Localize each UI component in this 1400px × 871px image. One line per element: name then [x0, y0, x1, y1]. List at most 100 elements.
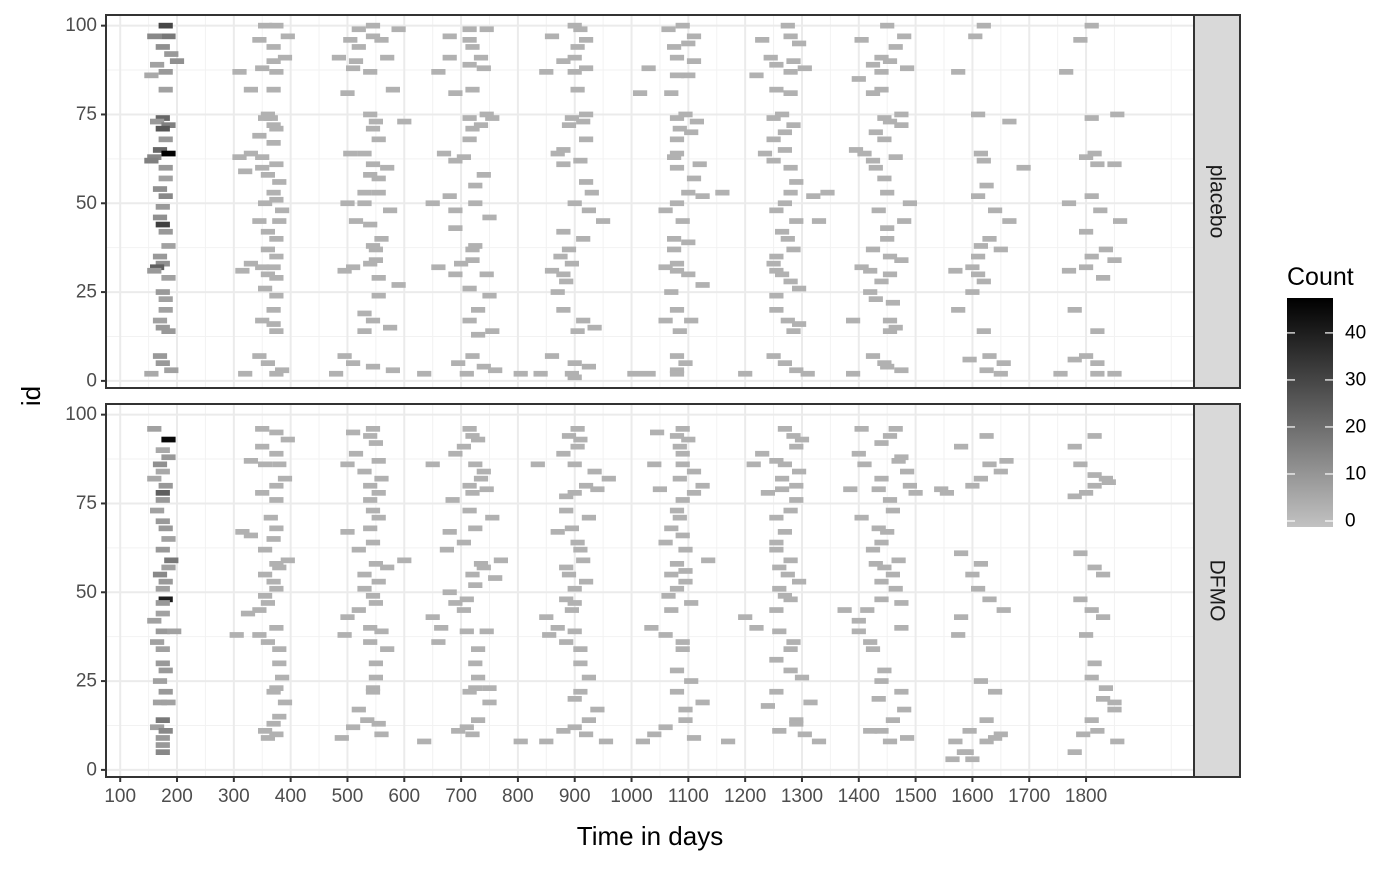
heat-cell	[1087, 150, 1102, 157]
heat-cell	[456, 443, 471, 450]
heat-cell	[573, 660, 588, 667]
heat-cell	[658, 317, 673, 324]
heat-cell	[476, 172, 491, 178]
heat-cell	[783, 557, 798, 564]
y-axis-title: id	[16, 386, 46, 406]
heat-cell	[479, 26, 494, 33]
heat-cell	[658, 264, 673, 271]
heat-cell	[269, 161, 284, 168]
heat-cell	[380, 646, 395, 652]
heat-cell	[1098, 246, 1113, 253]
heat-cell	[266, 321, 281, 327]
heat-cell	[891, 458, 906, 464]
heat-cell	[240, 610, 256, 617]
heat-cell	[570, 328, 585, 334]
heat-cell	[749, 72, 764, 79]
heat-cell	[550, 150, 565, 157]
heat-cell	[851, 617, 866, 624]
heat-cell	[371, 490, 386, 496]
heat-cell	[263, 514, 278, 521]
heat-cell	[147, 475, 162, 482]
heat-cell	[567, 374, 582, 381]
heat-cell	[982, 236, 997, 242]
x-tick-label: 200	[161, 786, 193, 807]
heat-cell	[462, 426, 477, 432]
heat-cell	[252, 132, 267, 139]
heat-cell	[783, 278, 798, 285]
heat-cell	[485, 115, 500, 121]
heat-cell	[669, 54, 685, 61]
heat-cell	[837, 607, 852, 613]
heat-cell	[351, 26, 366, 33]
heat-cell	[155, 735, 170, 741]
heat-cell	[365, 125, 381, 132]
heat-cell	[442, 193, 457, 199]
heat-cell	[863, 267, 878, 274]
heat-cell	[269, 125, 284, 132]
heat-cell	[581, 363, 596, 370]
heat-cell	[689, 118, 704, 125]
heat-cell	[769, 253, 784, 260]
heat-cell	[155, 324, 170, 331]
heat-cell	[669, 688, 685, 695]
heat-cell	[462, 26, 477, 33]
legend-tick-label: 0	[1345, 511, 1356, 532]
heat-cell	[465, 433, 480, 439]
heat-cell	[442, 54, 457, 61]
heat-cell	[783, 667, 798, 674]
heat-cell	[417, 738, 432, 745]
heat-cell	[155, 546, 170, 553]
heat-cell	[567, 585, 582, 592]
heat-cell	[397, 118, 412, 125]
heat-cell	[965, 571, 980, 578]
heat-cell	[843, 486, 858, 493]
heat-cell	[777, 200, 792, 207]
heat-cell	[371, 458, 386, 464]
heat-cell	[255, 490, 270, 496]
heat-cell	[439, 546, 454, 553]
heat-cell	[783, 90, 798, 96]
heat-cell	[678, 578, 693, 585]
heat-cell	[669, 561, 685, 567]
heat-cell	[1079, 632, 1094, 638]
legend-tick-label: 20	[1345, 416, 1366, 437]
heat-cell	[155, 490, 170, 496]
heat-cell	[1098, 685, 1113, 691]
heat-cell	[1087, 472, 1102, 478]
heat-cell	[880, 22, 895, 29]
heat-cell	[155, 44, 170, 50]
heat-cell	[786, 433, 801, 439]
heat-cell	[260, 639, 275, 645]
heat-cell	[641, 370, 656, 377]
heat-cell	[669, 72, 685, 79]
heat-cell	[260, 228, 275, 235]
heat-cell	[661, 593, 676, 599]
heat-cell	[675, 450, 690, 457]
heat-cell	[675, 497, 690, 503]
heat-cell	[775, 271, 790, 278]
heat-cell	[564, 260, 579, 267]
heat-cell	[792, 40, 807, 47]
heat-cell	[1073, 37, 1088, 43]
heat-cell	[158, 525, 173, 532]
heat-cell	[348, 450, 364, 457]
heat-cell	[894, 454, 909, 461]
x-axis-title: Time in days	[577, 821, 723, 851]
heat-cell	[678, 546, 693, 553]
heat-cell	[144, 157, 159, 164]
heat-cell	[561, 246, 577, 253]
heat-cell	[397, 557, 412, 564]
heat-cell	[561, 122, 577, 128]
heat-cell	[567, 200, 582, 207]
heat-cell	[766, 157, 781, 164]
heat-cell	[272, 646, 287, 652]
heat-cell	[266, 536, 281, 542]
heat-cell	[590, 486, 605, 493]
heat-cell	[158, 307, 173, 313]
heat-cell	[900, 468, 915, 475]
heat-cell	[769, 267, 784, 274]
heat-cell	[772, 585, 787, 592]
heat-cell	[988, 735, 1003, 741]
heat-cell	[346, 429, 361, 436]
heat-cell	[459, 628, 474, 635]
